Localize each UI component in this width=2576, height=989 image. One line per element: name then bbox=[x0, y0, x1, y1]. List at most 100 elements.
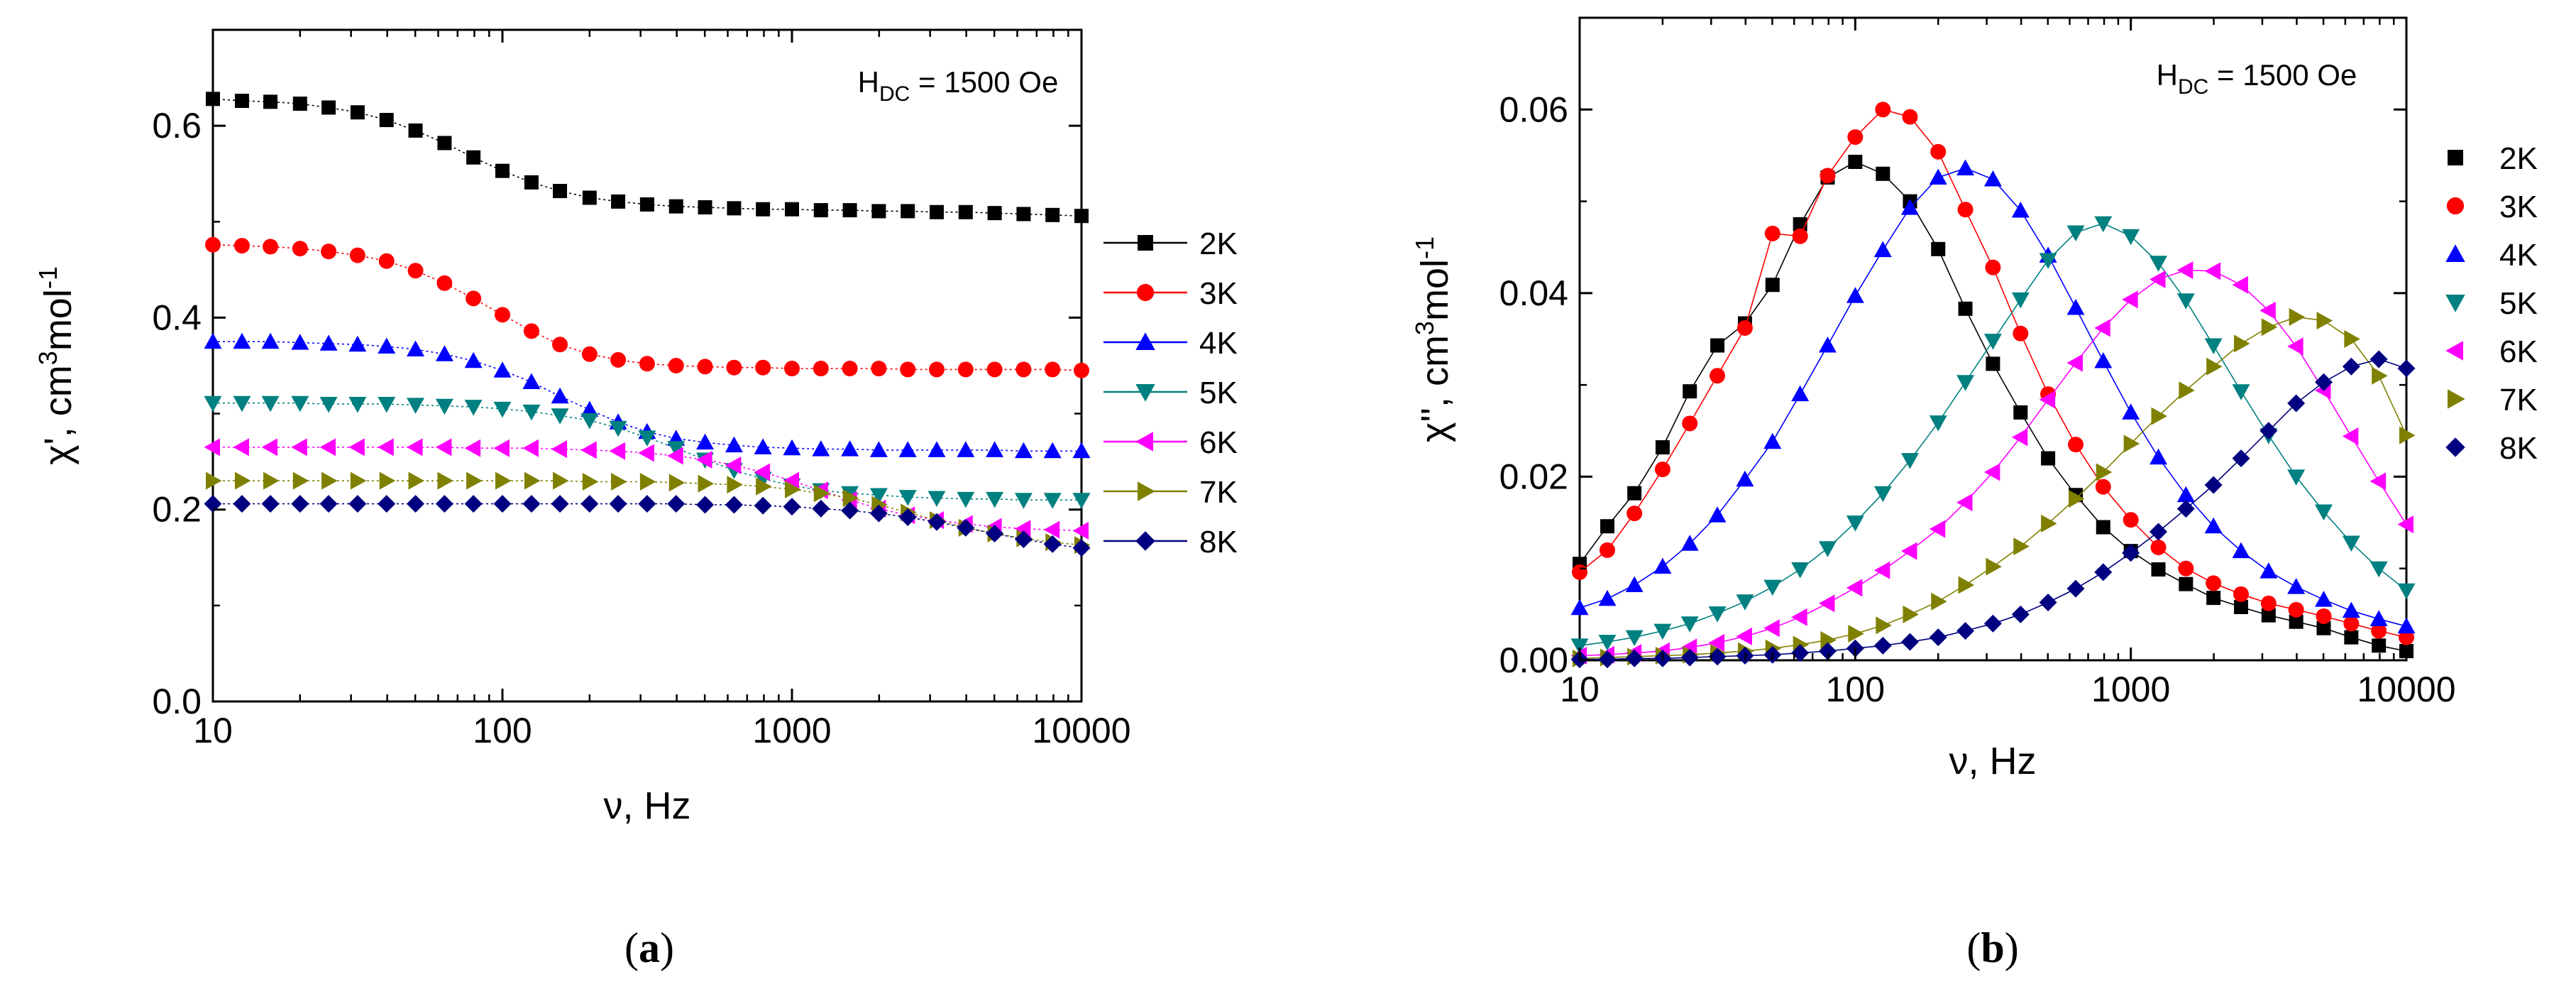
x-tick-label: 10000 bbox=[1032, 711, 1130, 750]
data-point-5k bbox=[986, 491, 1004, 508]
data-point-6k bbox=[638, 444, 654, 462]
data-point-6k bbox=[2342, 427, 2359, 446]
data-point-3k bbox=[436, 275, 453, 291]
data-point-2k bbox=[2206, 591, 2221, 606]
legend-b: 2K 3K 4K 5K 6K 7K 8K bbox=[2445, 141, 2538, 466]
data-point-8k bbox=[667, 495, 686, 513]
data-point-5k bbox=[2066, 225, 2085, 242]
data-point-4k bbox=[233, 332, 251, 349]
data-point-4k bbox=[725, 436, 743, 453]
data-point-7k bbox=[495, 471, 512, 490]
data-point-6k bbox=[725, 457, 742, 475]
data-point-7k bbox=[437, 471, 453, 490]
data-point-3k bbox=[755, 359, 771, 376]
data-point-5k bbox=[1653, 623, 1672, 640]
data-point-8k bbox=[348, 495, 367, 513]
data-point-8k bbox=[2122, 544, 2140, 562]
data-point-6k bbox=[2204, 262, 2221, 280]
data-point-6k bbox=[1791, 608, 1807, 626]
data-point-7k bbox=[727, 476, 743, 494]
legend-marker-3k bbox=[2446, 197, 2465, 215]
data-point-6k bbox=[696, 450, 712, 469]
data-point-8k bbox=[898, 508, 917, 527]
data-point-3k bbox=[1015, 361, 1032, 378]
legend-marker-8k bbox=[1135, 531, 1155, 551]
data-point-2k bbox=[495, 163, 510, 178]
data-point-4k bbox=[319, 334, 338, 351]
data-point-5k bbox=[1791, 562, 1810, 579]
data-point-8k bbox=[1791, 644, 1810, 662]
data-point-5k bbox=[609, 420, 627, 437]
data-point-4k bbox=[1791, 385, 1810, 402]
data-point-5k bbox=[1873, 486, 1892, 503]
data-point-8k bbox=[580, 495, 599, 513]
data-point-3k bbox=[292, 241, 308, 257]
data-point-8k bbox=[1900, 633, 1919, 651]
data-point-5k bbox=[667, 441, 686, 457]
data-point-5k bbox=[522, 404, 541, 421]
data-point-8k bbox=[2259, 422, 2278, 440]
data-point-2k bbox=[2151, 562, 2166, 577]
legend-marker-6k bbox=[1135, 432, 1153, 452]
data-point-3k bbox=[1902, 109, 1918, 125]
data-point-7k bbox=[2013, 537, 2030, 556]
data-point-2k bbox=[553, 184, 568, 199]
data-point-4k bbox=[204, 332, 222, 349]
legend-label-4k: 4K bbox=[2499, 238, 2538, 273]
data-point-2k bbox=[1655, 440, 1670, 455]
data-point-8k bbox=[2369, 350, 2388, 368]
data-point-4k bbox=[2150, 448, 2168, 465]
data-point-8k bbox=[869, 504, 888, 523]
data-point-4k bbox=[1625, 576, 1644, 592]
data-point-6k bbox=[407, 438, 423, 457]
legend-label-7k: 7K bbox=[2499, 383, 2538, 417]
data-point-7k bbox=[206, 471, 222, 490]
data-point-8k bbox=[928, 513, 946, 531]
data-point-4k bbox=[2397, 617, 2416, 634]
data-point-4k bbox=[435, 345, 453, 361]
data-point-2k bbox=[1045, 207, 1060, 222]
data-point-4k bbox=[2204, 517, 2223, 534]
data-point-5k bbox=[493, 401, 512, 418]
data-point-8k bbox=[407, 495, 425, 513]
data-point-7k bbox=[2179, 381, 2195, 400]
data-point-3k bbox=[2233, 586, 2250, 602]
data-point-4k bbox=[1072, 442, 1091, 459]
caption-a: (a) bbox=[624, 924, 674, 971]
data-point-5k bbox=[2039, 253, 2057, 269]
series-line-2k bbox=[1579, 161, 2407, 652]
data-point-3k bbox=[1045, 361, 1061, 378]
data-point-3k bbox=[321, 244, 337, 260]
legend-label-2k: 2K bbox=[1199, 226, 1238, 261]
data-point-2k bbox=[1958, 301, 1973, 316]
data-point-7k bbox=[1986, 557, 2002, 576]
data-point-8k bbox=[378, 495, 396, 513]
data-point-5k bbox=[291, 395, 309, 412]
data-point-3k bbox=[1599, 542, 1615, 558]
data-point-5k bbox=[869, 488, 888, 504]
data-point-6k bbox=[291, 438, 307, 457]
data-point-8k bbox=[2232, 449, 2250, 468]
data-point-2k bbox=[2316, 621, 2331, 635]
data-point-3k bbox=[1764, 225, 1780, 241]
data-point-6k bbox=[1014, 520, 1031, 538]
data-point-2k bbox=[1876, 166, 1890, 181]
data-point-2k bbox=[2041, 451, 2056, 466]
data-point-8k bbox=[522, 495, 541, 513]
data-point-4k bbox=[2176, 486, 2195, 503]
data-point-6k bbox=[2094, 319, 2110, 337]
data-point-4k bbox=[464, 351, 483, 368]
data-point-8k bbox=[812, 499, 830, 518]
legend-marker-6k bbox=[2445, 341, 2463, 361]
data-point-2k bbox=[2289, 614, 2303, 629]
data-point-7k bbox=[379, 471, 396, 490]
data-point-5k bbox=[1846, 515, 1864, 532]
data-point-8k bbox=[2397, 359, 2416, 378]
legend-marker-7k bbox=[2448, 389, 2465, 409]
data-point-3k bbox=[900, 361, 916, 378]
data-point-2k bbox=[842, 203, 857, 218]
data-point-3k bbox=[842, 361, 858, 377]
data-point-5k bbox=[957, 491, 975, 508]
data-point-5k bbox=[1929, 415, 1947, 432]
data-point-7k bbox=[2289, 307, 2306, 326]
